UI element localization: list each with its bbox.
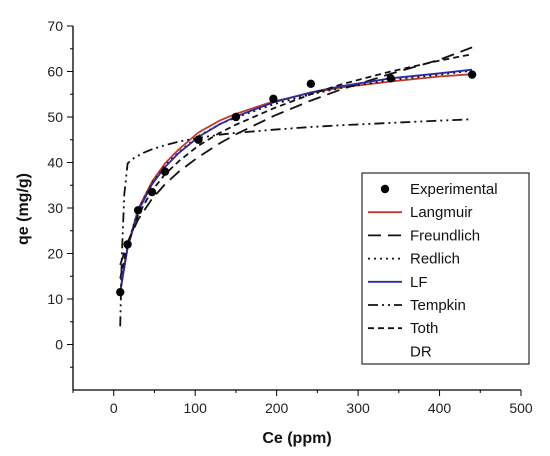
experimental-point: [147, 187, 157, 197]
experimental-point: [306, 79, 316, 88]
plot-area: [116, 46, 477, 327]
legend-label-lf: LF: [410, 274, 428, 291]
y-tick-label: 70: [47, 18, 63, 34]
experimental-point: [116, 287, 125, 297]
experimental-point: [160, 167, 170, 176]
y-tick-label: 20: [47, 246, 63, 262]
legend-marker-experimental: [380, 184, 390, 194]
experimental-point: [133, 206, 143, 215]
y-tick-label: 40: [47, 155, 63, 171]
x-tick-label: 300: [346, 400, 370, 416]
experimental-point: [194, 135, 203, 144]
experimental-point: [386, 74, 395, 83]
legend-label-dr: DR: [410, 343, 432, 360]
y-axis-ticks: 0 10 20 30 40 50 60 70: [47, 18, 73, 368]
x-tick-label: 0: [110, 400, 118, 416]
legend-label-tempkin: Tempkin: [410, 297, 466, 314]
experimental-point: [123, 240, 132, 249]
legend-label-experimental: Experimental: [410, 181, 498, 198]
x-tick-label: 400: [428, 400, 452, 416]
toth-fit-line: [119, 53, 473, 279]
experimental-point: [269, 94, 278, 104]
legend-label-freundlich: Freundlich: [410, 227, 480, 244]
y-axis-label: qe (mg/g): [15, 173, 32, 245]
legend-label-langmuir: Langmuir: [410, 204, 473, 221]
y-tick-label: 30: [47, 200, 63, 216]
x-axis-label: Ce (ppm): [262, 430, 331, 447]
experimental-point: [231, 112, 241, 122]
y-tick-label: 10: [47, 291, 63, 307]
langmuir-fit-line: [119, 73, 473, 293]
x-tick-label: 500: [509, 400, 533, 416]
experimental-point: [467, 70, 477, 79]
y-tick-label: 50: [47, 109, 63, 125]
legend-label-redlich: Redlich: [410, 251, 460, 268]
y-tick-label: 60: [47, 64, 63, 80]
tempkin-fit-line: [119, 118, 473, 327]
x-tick-label: 100: [184, 400, 208, 416]
y-tick-label: 0: [55, 337, 63, 353]
freundlich-fit-line: [119, 46, 473, 266]
x-tick-label: 200: [265, 400, 289, 416]
legend-box: [361, 172, 530, 365]
lf-fit-line: [119, 68, 473, 293]
legend-label-toth: Toth: [410, 320, 438, 337]
legend: Experimental Langmuir Freundlich Redlich LF T…: [361, 172, 530, 365]
x-axis-ticks: 0 100 200 300 400 500: [72, 390, 533, 416]
